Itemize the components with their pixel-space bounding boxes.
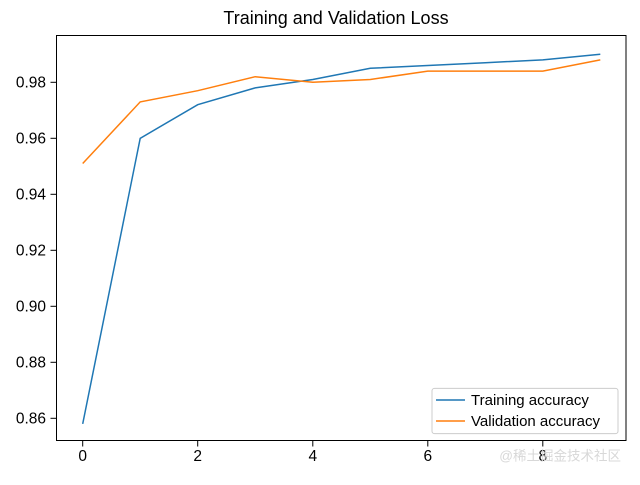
svg-text:0.86: 0.86	[16, 410, 46, 427]
svg-text:6: 6	[423, 448, 432, 465]
svg-text:0.98: 0.98	[16, 74, 46, 91]
svg-text:0.92: 0.92	[16, 242, 46, 259]
svg-text:Validation accuracy: Validation accuracy	[471, 413, 600, 430]
svg-text:0.94: 0.94	[16, 186, 47, 203]
svg-text:0: 0	[78, 448, 87, 465]
svg-text:0.90: 0.90	[16, 298, 47, 315]
svg-text:Training accuracy: Training accuracy	[471, 392, 589, 409]
svg-text:@稀土掘金技术社区: @稀土掘金技术社区	[499, 449, 621, 464]
svg-text:0.88: 0.88	[16, 354, 46, 371]
svg-text:Training and Validation Loss: Training and Validation Loss	[223, 8, 448, 28]
svg-text:0.96: 0.96	[16, 130, 46, 147]
svg-text:4: 4	[308, 448, 317, 465]
svg-text:2: 2	[193, 448, 202, 465]
